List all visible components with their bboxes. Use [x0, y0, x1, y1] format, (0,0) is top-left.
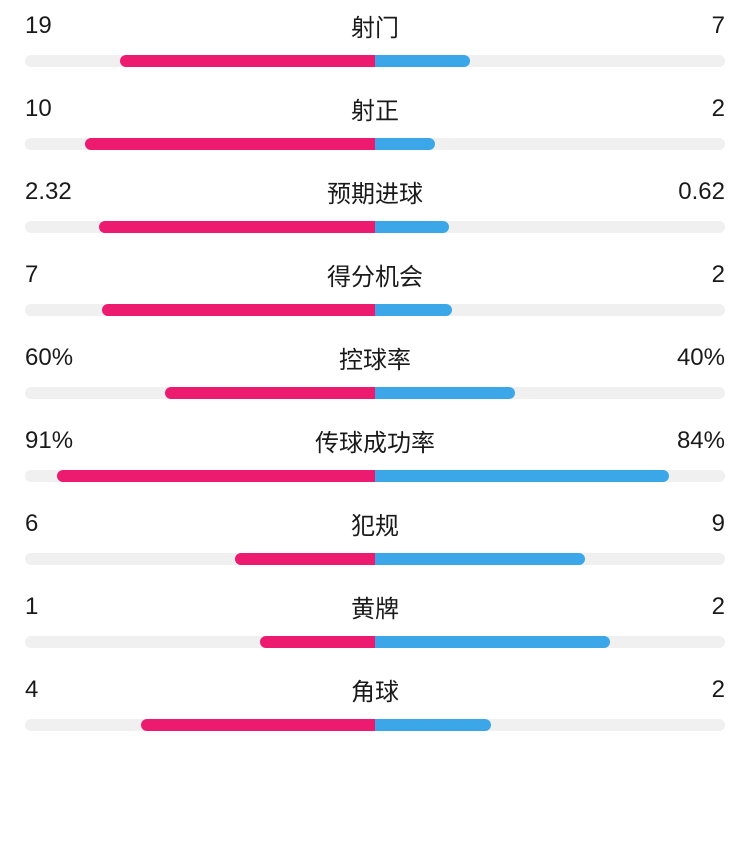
stat-bar: [25, 470, 725, 482]
stat-bar-left-half: [25, 138, 375, 150]
stat-bar-left-fill: [165, 387, 375, 399]
stat-right-value: 2: [645, 676, 725, 704]
stats-comparison-panel: 19射门710射正22.32预期进球0.627得分机会260%控球率40%91%…: [25, 8, 725, 731]
stat-left-value: 2.32: [25, 178, 105, 206]
stat-bar-right-half: [375, 221, 725, 233]
stat-bar-left-fill: [57, 470, 376, 482]
stat-bar-left-fill: [120, 55, 376, 67]
stat-right-value: 0.62: [645, 178, 725, 206]
stat-bar-left-fill: [141, 719, 376, 731]
stat-row: 7 得分机会 2: [25, 257, 725, 316]
stat-left-value: 91%: [25, 427, 105, 455]
stat-right-value: 40%: [645, 344, 725, 372]
stat-label: 预期进球: [327, 174, 423, 209]
stat-bar-left-half: [25, 55, 375, 67]
stat-right-value: 9: [645, 510, 725, 538]
stat-labels-row: 4 角球 2: [25, 672, 725, 707]
stat-bar-right-half: [375, 719, 725, 731]
stat-bar-right-fill: [375, 470, 669, 482]
stat-bar-left-half: [25, 636, 375, 648]
stat-left-value: 7: [25, 261, 105, 289]
stat-bar-right-fill: [375, 553, 585, 565]
stat-bar-right-fill: [375, 55, 470, 67]
stat-label: 传球成功率: [315, 423, 435, 458]
stat-left-value: 4: [25, 676, 105, 704]
stat-labels-row: 60% 控球率 40%: [25, 340, 725, 375]
stat-row: 1 黄牌 2: [25, 589, 725, 648]
stat-label: 控球率: [339, 340, 411, 375]
stat-label: 犯规: [351, 506, 399, 541]
stat-bar: [25, 719, 725, 731]
stat-bar-left-half: [25, 719, 375, 731]
stat-labels-row: 91% 传球成功率 84%: [25, 423, 725, 458]
stat-bar-right-fill: [375, 719, 491, 731]
stat-bar-right-fill: [375, 387, 515, 399]
stat-bar-left-half: [25, 304, 375, 316]
stat-labels-row: 19 射门 7: [25, 8, 725, 43]
stat-row: 4 角球 2: [25, 672, 725, 731]
stat-labels-row: 10 射正 2: [25, 91, 725, 126]
stat-row: 10 射正 2: [25, 91, 725, 150]
stat-bar-right-fill: [375, 221, 449, 233]
stat-left-value: 10: [25, 95, 105, 123]
stat-bar-right-half: [375, 304, 725, 316]
stat-bar: [25, 553, 725, 565]
stat-right-value: 7: [645, 12, 725, 40]
stat-bar-right-half: [375, 636, 725, 648]
stat-bar-right-half: [375, 387, 725, 399]
stat-right-value: 2: [645, 261, 725, 289]
stat-labels-row: 6 犯规 9: [25, 506, 725, 541]
stat-labels-row: 1 黄牌 2: [25, 589, 725, 624]
stat-left-value: 1: [25, 593, 105, 621]
stat-label: 得分机会: [327, 257, 423, 292]
stat-right-value: 84%: [645, 427, 725, 455]
stat-bar-left-half: [25, 221, 375, 233]
stat-bar-right-half: [375, 470, 725, 482]
stat-bar-left-fill: [85, 138, 376, 150]
stat-bar: [25, 304, 725, 316]
stat-bar-left-half: [25, 553, 375, 565]
stat-bar-left-half: [25, 387, 375, 399]
stat-bar-left-fill: [102, 304, 375, 316]
stat-row: 91% 传球成功率 84%: [25, 423, 725, 482]
stat-bar-right-fill: [375, 138, 435, 150]
stat-labels-row: 7 得分机会 2: [25, 257, 725, 292]
stat-bar-left-fill: [260, 636, 376, 648]
stat-left-value: 6: [25, 510, 105, 538]
stat-bar-left-fill: [235, 553, 375, 565]
stat-label: 角球: [351, 672, 399, 707]
stat-left-value: 60%: [25, 344, 105, 372]
stat-label: 射正: [351, 91, 399, 126]
stat-row: 2.32 预期进球 0.62: [25, 174, 725, 233]
stat-bar-left-fill: [99, 221, 376, 233]
stat-left-value: 19: [25, 12, 105, 40]
stat-labels-row: 2.32 预期进球 0.62: [25, 174, 725, 209]
stat-bar: [25, 55, 725, 67]
stat-bar-left-half: [25, 470, 375, 482]
stat-bar-right-half: [375, 553, 725, 565]
stat-label: 射门: [351, 8, 399, 43]
stat-bar-right-fill: [375, 636, 610, 648]
stat-bar: [25, 636, 725, 648]
stat-label: 黄牌: [351, 589, 399, 624]
stat-bar-right-fill: [375, 304, 452, 316]
stat-row: 19 射门 7: [25, 8, 725, 67]
stat-right-value: 2: [645, 95, 725, 123]
stat-bar: [25, 387, 725, 399]
stat-right-value: 2: [645, 593, 725, 621]
stat-row: 60% 控球率 40%: [25, 340, 725, 399]
stat-bar-right-half: [375, 138, 725, 150]
stat-bar: [25, 221, 725, 233]
stat-bar: [25, 138, 725, 150]
stat-bar-right-half: [375, 55, 725, 67]
stat-row: 6 犯规 9: [25, 506, 725, 565]
